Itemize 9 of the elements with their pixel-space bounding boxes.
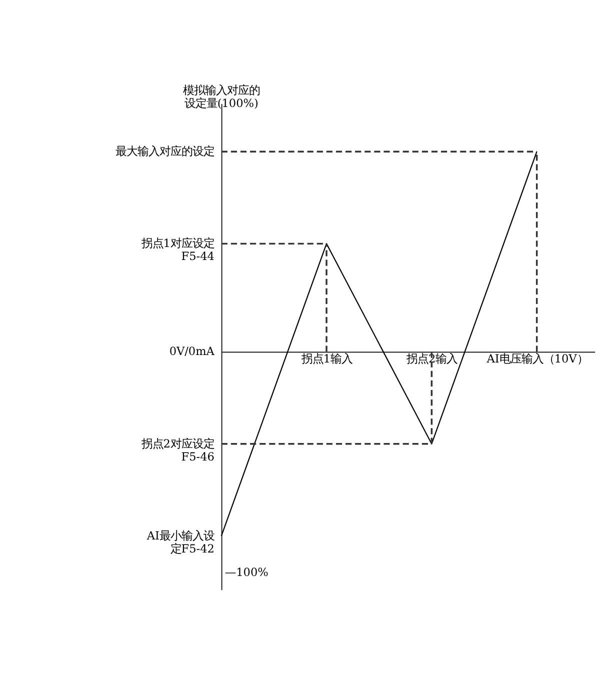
ref-line-label: 拐点1对应设定F5-44 bbox=[140, 237, 214, 264]
ref-line-label: 最大输入对应的设定 bbox=[115, 145, 214, 158]
text: AI最小输入设定F5-42 bbox=[146, 529, 214, 556]
ref-line-label: 拐点2对应设定F5-46 bbox=[140, 437, 214, 464]
text: 模拟输入对应的设定量(100%) bbox=[182, 84, 260, 110]
text: —100% bbox=[224, 566, 269, 579]
text: 0V/0mA bbox=[169, 345, 216, 358]
x-tick-label: 拐点1输入 bbox=[300, 352, 353, 366]
x-tick-label: AI电压输入（10V） bbox=[486, 352, 588, 366]
